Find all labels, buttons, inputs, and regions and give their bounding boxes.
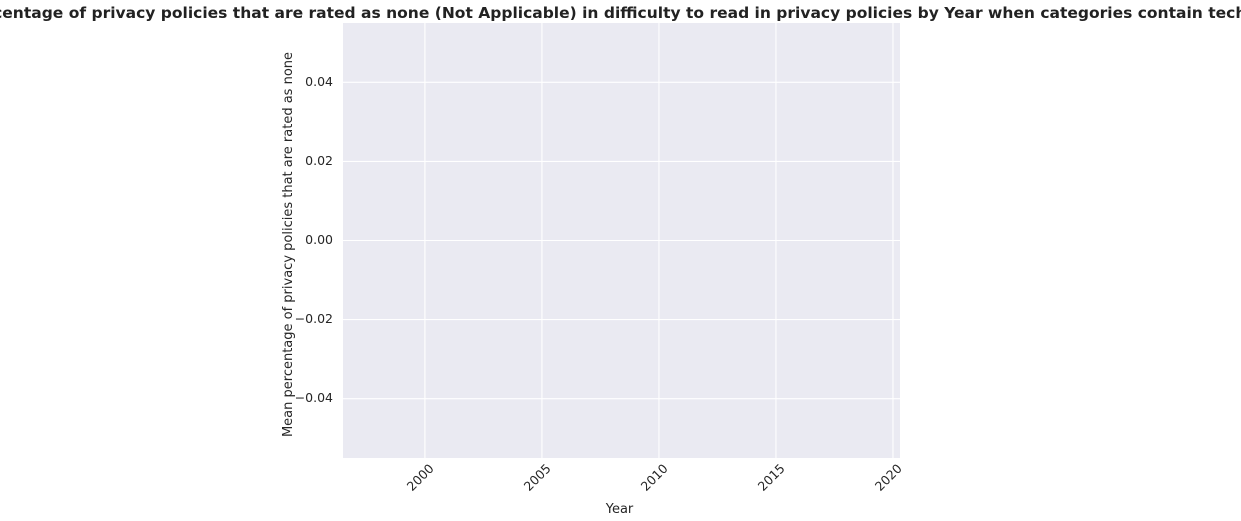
y-tick-label: 0.02	[305, 153, 333, 168]
chart-title: Mean percentage of privacy policies that…	[0, 4, 1241, 22]
y-tick-label: −0.04	[295, 390, 333, 405]
x-tick-label: 2020	[872, 461, 905, 494]
x-axis-label: Year	[605, 502, 634, 517]
y-tick-label: 0.00	[305, 232, 333, 247]
y-tick-label: −0.02	[295, 311, 333, 326]
grid-layer	[343, 23, 900, 458]
x-tick-label: 2010	[638, 461, 671, 494]
x-tick-label: 2000	[404, 461, 437, 494]
x-tick-label: 2015	[755, 461, 788, 494]
x-tick-label: 2005	[521, 461, 554, 494]
y-tick-label: 0.04	[305, 74, 333, 89]
y-axis-label: Mean percentage of privacy policies that…	[281, 52, 296, 437]
